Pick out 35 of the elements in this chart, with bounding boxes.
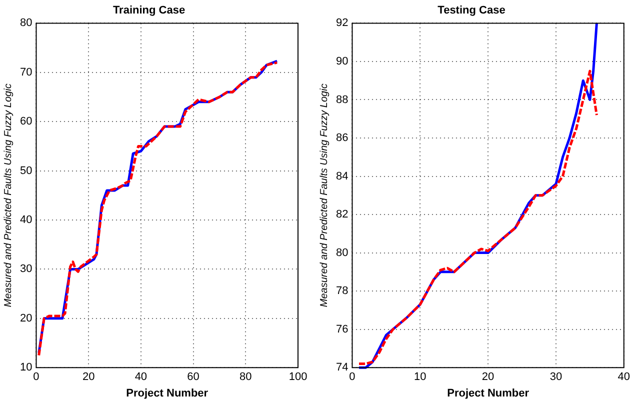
y-tick-label: 70 <box>20 66 32 78</box>
x-tick-label: 20 <box>482 371 494 384</box>
y-tick-label: 74 <box>336 362 348 374</box>
y-tick-label: 10 <box>20 362 32 374</box>
chart-title: Testing Case <box>438 4 506 17</box>
y-tick-label: 92 <box>336 17 348 30</box>
y-tick-label: 30 <box>20 263 32 276</box>
chart-title: Training Case <box>112 4 186 17</box>
x-tick-label: 0 <box>33 371 40 384</box>
y-tick-label: 60 <box>20 116 32 128</box>
x-tick-label: 20 <box>82 371 95 384</box>
y-axis-title: Measured and Predicted Faults Using Fuzzy Logic <box>318 84 330 308</box>
y-tick-label: 80 <box>336 246 348 259</box>
y-tick-label: 78 <box>336 285 348 298</box>
y-tick-label: 76 <box>336 323 348 336</box>
y-axis-title: Measured and Predicted Faults Using Fuzzy Logic <box>2 84 14 308</box>
x-axis-title: Project Number <box>447 387 530 400</box>
x-tick-label: 0 <box>349 371 356 384</box>
y-tick-label: 90 <box>336 56 348 68</box>
x-tick-label: 40 <box>618 371 630 384</box>
x-tick-label: 10 <box>414 371 426 384</box>
x-tick-label: 30 <box>550 371 562 384</box>
y-tick-label: 86 <box>336 132 348 144</box>
y-tick-label: 80 <box>20 17 32 30</box>
x-tick-label: 40 <box>134 371 148 384</box>
y-tick-label: 84 <box>336 170 348 182</box>
x-tick-label: 100 <box>288 371 308 384</box>
x-tick-label: 80 <box>240 371 252 384</box>
y-tick-label: 88 <box>336 94 348 106</box>
x-tick-label: 60 <box>187 371 200 384</box>
y-tick-label: 82 <box>336 208 348 221</box>
y-tick-label: 50 <box>20 164 32 177</box>
y-tick-label: 40 <box>20 214 32 226</box>
y-tick-label: 20 <box>20 312 32 324</box>
x-axis-title: Project Number <box>126 387 209 400</box>
